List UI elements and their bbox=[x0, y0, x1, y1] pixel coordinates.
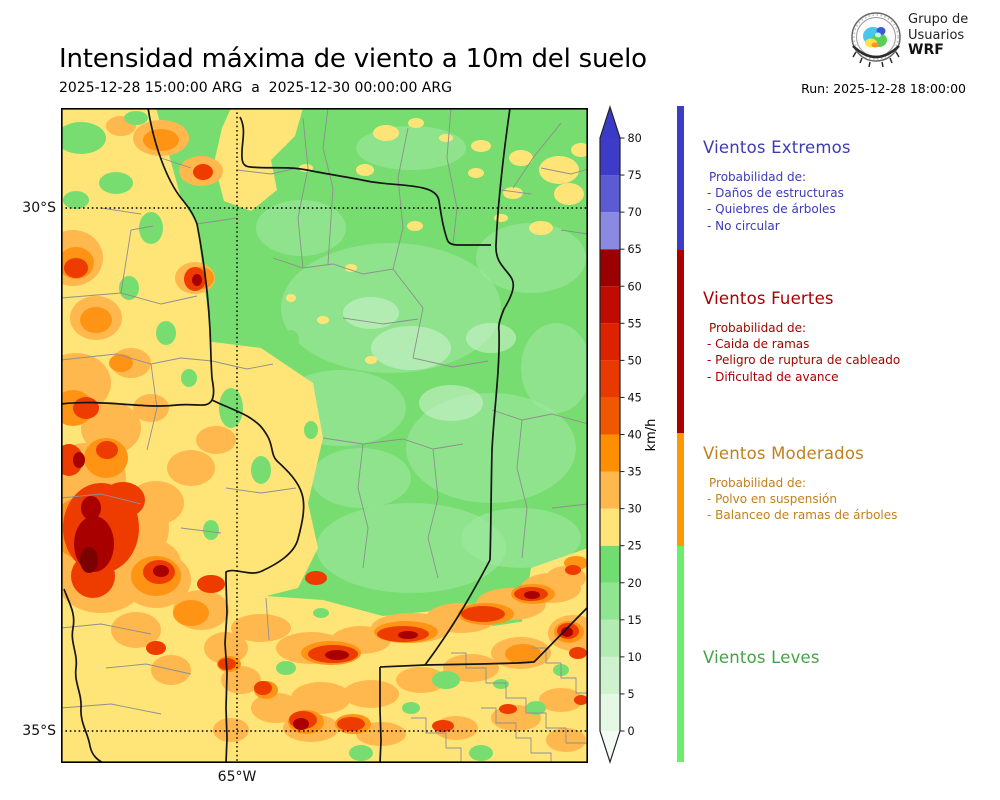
legend-probability-item: - Peligro de ruptura de cableado bbox=[707, 353, 901, 368]
legend-probability-block: Probabilidad de: - Polvo en suspensión - B… bbox=[707, 475, 898, 524]
wind-intensity-field bbox=[41, 108, 598, 763]
colorbar-segment bbox=[600, 249, 620, 287]
colorbar-segment bbox=[600, 508, 620, 546]
wind-category-bar bbox=[677, 98, 684, 778]
legend-probability-title: Probabilidad de: bbox=[709, 476, 807, 490]
model-run-label: Run: 2025-12-28 18:00:00 bbox=[801, 81, 966, 96]
legend-probability-item: - Dificultad de avance bbox=[707, 369, 839, 384]
colorbar-tick-label: 60 bbox=[628, 280, 642, 293]
colorbar-segment bbox=[600, 175, 620, 213]
colorbar-segment bbox=[600, 323, 620, 361]
wind-field-map-svg bbox=[41, 107, 598, 764]
logo-text-wrf: WRF bbox=[908, 42, 944, 58]
wrf-user-group-logo: Grupo de Usuarios WRF bbox=[848, 8, 998, 70]
legend-probability-title: Probabilidad de: bbox=[709, 321, 807, 335]
colorbar-units-label: km/h bbox=[644, 418, 659, 452]
colorbar-tick-label: 0 bbox=[628, 725, 635, 738]
colorbar-tick-label: 15 bbox=[628, 614, 642, 627]
colorbar-segment bbox=[600, 471, 620, 509]
legend-probability-block: Probabilidad de: - Caida de ramas - Peligr… bbox=[707, 320, 901, 385]
province-boundaries bbox=[60, 107, 589, 764]
lat-tick-label-30s: 30°S bbox=[22, 200, 56, 216]
colorbar-under-arrow bbox=[600, 731, 620, 762]
legend-probability-title: Probabilidad de: bbox=[709, 170, 807, 184]
graticule-lines bbox=[61, 108, 588, 763]
legend-category-title: Vientos Fuertes bbox=[703, 289, 834, 308]
category-bar-2 bbox=[677, 250, 684, 433]
colorbar-svg: 0 5 10 15 20 25 30 35 40 45 50 55 60 65 70 75 80 bbox=[599, 105, 642, 764]
legend-probability-item: - No circular bbox=[707, 218, 780, 233]
category-bar-4 bbox=[677, 546, 684, 762]
legend-probability-item: - Polvo en suspensión bbox=[707, 492, 837, 507]
colorbar-tick-label: 5 bbox=[628, 688, 635, 701]
colorbar-tick-label: 30 bbox=[628, 503, 642, 516]
colorbar-tick-label: 70 bbox=[628, 206, 642, 219]
colorbar-segment bbox=[600, 582, 620, 620]
colorbar-tick-label: 75 bbox=[628, 169, 642, 182]
legend-probability-item: - Daños de estructuras bbox=[707, 186, 844, 201]
lat-tick-label-35s: 35°S bbox=[22, 723, 56, 739]
legend-probability-item: - Caida de ramas bbox=[707, 337, 810, 352]
colorbar-tick-label: 25 bbox=[628, 540, 642, 553]
colorbar-segment bbox=[600, 138, 620, 176]
legend-probability-item: - Quiebres de árboles bbox=[707, 202, 836, 217]
colorbar: 0 5 10 15 20 25 30 35 40 45 50 55 60 65 70 75 80 bbox=[598, 98, 668, 778]
lon-tick-label-65w: 65°W bbox=[217, 769, 257, 785]
colorbar-segment bbox=[600, 434, 620, 472]
colorbar-tick-label: 50 bbox=[628, 354, 642, 367]
wind-intensity-map bbox=[41, 107, 598, 764]
colorbar-tick-label: 20 bbox=[628, 577, 642, 590]
logo-text-line2: Usuarios bbox=[908, 27, 965, 43]
valid-period-subtitle: 2025-12-28 15:00:00 ARG a 2025-12-30 00:… bbox=[59, 80, 452, 96]
colorbar-over-arrow bbox=[600, 107, 620, 138]
department-boundaries bbox=[60, 107, 589, 763]
colorbar-segment bbox=[600, 693, 620, 731]
colorbar-tick-label: 65 bbox=[628, 243, 642, 256]
legend-category-title: Vientos Extremos bbox=[703, 138, 851, 157]
logo-text-line1: Grupo de bbox=[908, 12, 969, 27]
category-bar-3 bbox=[677, 433, 684, 546]
colorbar-segment bbox=[600, 619, 620, 657]
colorbar-tick-label: 55 bbox=[628, 317, 642, 330]
colorbar-segment bbox=[600, 656, 620, 694]
legend-probability-block: Probabilidad de: - Daños de estructuras - … bbox=[707, 169, 844, 234]
colorbar-segment bbox=[600, 286, 620, 324]
colorbar-segment bbox=[600, 545, 620, 583]
colorbar-segment bbox=[600, 397, 620, 435]
legend-category-title: Vientos Leves bbox=[703, 648, 820, 667]
page-title: Intensidad máxima de viento a 10m del su… bbox=[59, 44, 647, 75]
globe-emblem-icon bbox=[851, 12, 901, 68]
colorbar-tick-label: 80 bbox=[628, 132, 642, 145]
colorbar-tick-label: 10 bbox=[628, 651, 642, 664]
colorbar-tick-label: 40 bbox=[628, 429, 642, 442]
map-border bbox=[61, 108, 589, 764]
legend-category-title: Vientos Moderados bbox=[703, 444, 864, 463]
colorbar-tick-label: 45 bbox=[628, 391, 642, 404]
colorbar-segment bbox=[600, 360, 620, 398]
legend-probability-item: - Balanceo de ramas de árboles bbox=[707, 508, 898, 523]
category-bar-1 bbox=[677, 106, 684, 250]
colorbar-segment bbox=[600, 212, 620, 250]
colorbar-tick-label: 35 bbox=[628, 466, 642, 479]
